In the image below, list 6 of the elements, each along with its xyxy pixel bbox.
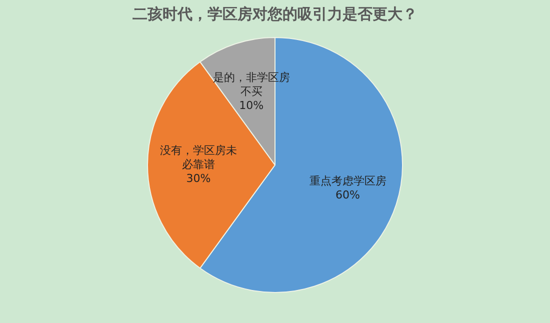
data-label: 30% (186, 172, 211, 185)
slice-label: 没有，学区房未必靠谱 (160, 144, 237, 171)
slice-label: 重点考虑学区房 (309, 174, 386, 188)
data-label: 10% (239, 99, 264, 112)
chart-title: 二孩时代，学区房对您的吸引力是否更大？ (132, 5, 418, 24)
data-label: 60% (336, 188, 360, 202)
